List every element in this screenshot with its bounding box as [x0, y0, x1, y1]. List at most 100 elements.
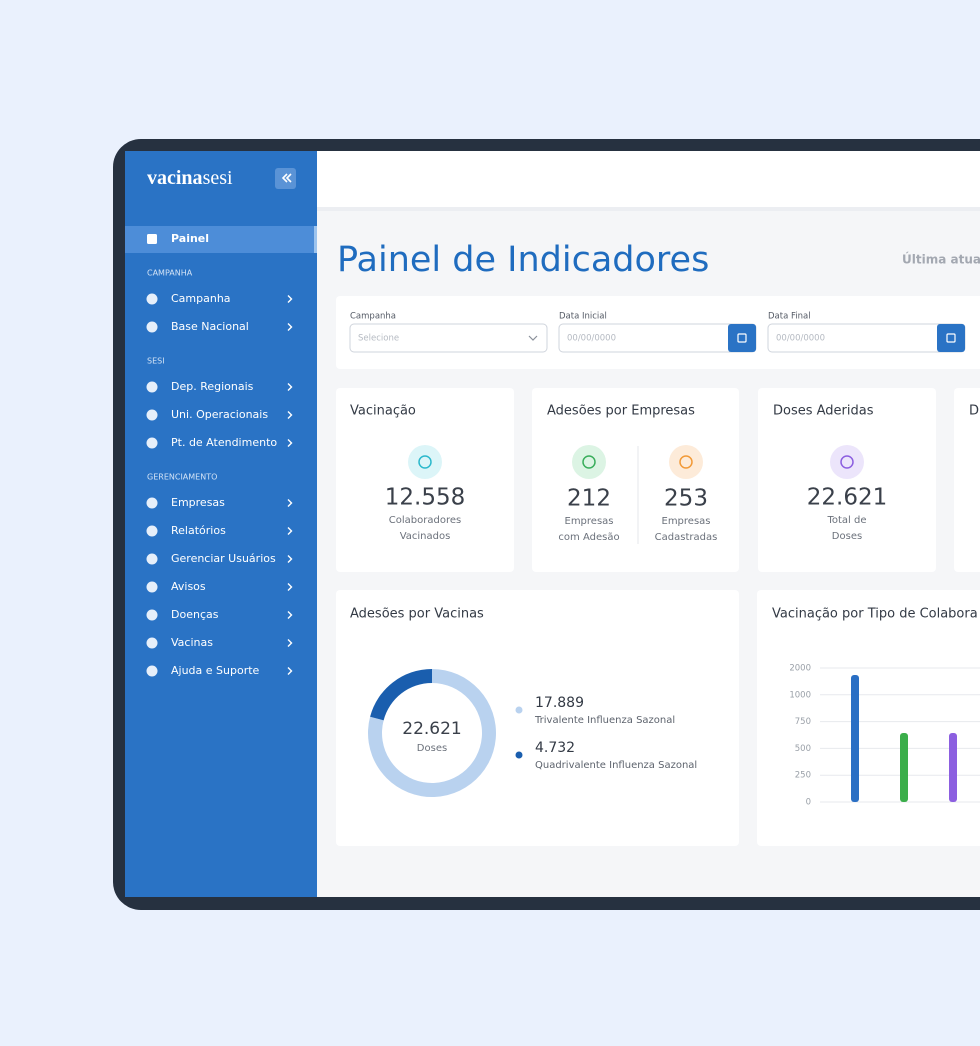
card-caption: Empresas: [662, 516, 711, 527]
nav-icon: [146, 381, 158, 393]
nav-item: Doenças: [171, 608, 219, 621]
top-bar-shadow: [317, 207, 980, 211]
card-caption: Doses: [832, 531, 862, 542]
nav-item: Base Nacional: [171, 320, 249, 333]
sidebar: [125, 151, 317, 897]
card: [954, 388, 980, 572]
card-icon-glyph: [679, 455, 693, 469]
logo-light: sesi: [203, 167, 233, 189]
legend-label: Trivalente Influenza Sazonal: [534, 715, 675, 726]
donut-center-caption: Doses: [417, 743, 447, 754]
filter-label: Campanha: [350, 312, 396, 322]
filter-placeholder: 00/00/0000: [567, 334, 616, 344]
filter-input[interactable]: [349, 323, 548, 353]
logo-bold: vacina: [147, 167, 203, 189]
card-caption: Empresas: [565, 516, 614, 527]
chart-title: Adesões por Vacinas: [350, 607, 484, 622]
card-icon-glyph: [418, 455, 432, 469]
chevron: [287, 639, 293, 647]
top-bar: [317, 151, 980, 207]
chevron: [287, 667, 293, 675]
legend-dot: [515, 751, 523, 759]
card-caption: com Adesão: [558, 532, 619, 543]
nav-icon: [146, 293, 158, 305]
chevron: [287, 439, 293, 447]
chevron: [287, 583, 293, 591]
nav-icon: [146, 665, 158, 677]
filter-placeholder: Selecione: [358, 334, 399, 344]
collapse-icon: [281, 173, 292, 183]
card-caption: Colaboradores: [389, 515, 461, 526]
card-caption: Total de: [826, 515, 866, 526]
calendar-icon: [737, 333, 747, 343]
card-icon-glyph: [582, 455, 596, 469]
card: [532, 388, 739, 572]
logo: vacinasesi: [147, 167, 233, 189]
chevron: [287, 499, 293, 507]
chevron: [287, 295, 293, 303]
card-caption: Cadastradas: [655, 532, 718, 543]
filter-label: Data Final: [768, 312, 811, 322]
y-tick-label: 1000: [789, 690, 811, 700]
active-indicator: [314, 226, 317, 253]
card-icon: [830, 445, 864, 479]
card-icon-glyph: [840, 455, 854, 469]
nav-icon: [146, 525, 158, 537]
nav-section-title: CAMPANHA: [147, 269, 193, 278]
chevron: [287, 323, 293, 331]
card-value: 253: [664, 486, 708, 512]
chart-title: Vacinação por Tipo de Colabora: [772, 607, 978, 622]
card-title: Doses Aderidas: [773, 404, 874, 419]
chevron: [287, 411, 293, 419]
dropdown-icon: [528, 335, 538, 341]
nav-section-title: GERENCIAMENTO: [147, 473, 217, 482]
card-value: 22.621: [807, 485, 887, 511]
nav-item: Vacinas: [171, 636, 213, 649]
filter-placeholder: 00/00/0000: [776, 334, 825, 344]
legend-value: 4.732: [535, 740, 575, 756]
y-tick-label: 2000: [789, 664, 811, 674]
chevron: [287, 527, 293, 535]
chevron: [287, 611, 293, 619]
filter-label: Data Inicial: [559, 312, 607, 322]
donut-segment: [370, 669, 432, 721]
nav-item: Avisos: [171, 580, 206, 593]
card: [758, 388, 936, 572]
card: [757, 590, 980, 846]
card-title: Adesões por Empresas: [547, 404, 695, 419]
nav-item: Gerenciar Usuários: [171, 552, 276, 565]
date-button[interactable]: [937, 324, 965, 352]
nav-item: Relatórios: [171, 524, 226, 537]
nav-item: Uni. Operacionais: [171, 408, 268, 421]
nav-icon: [146, 321, 158, 333]
nav-icon: [146, 581, 158, 593]
card-title: Vacinação: [350, 404, 416, 419]
nav-item: Empresas: [171, 496, 225, 509]
nav-icon: [146, 637, 158, 649]
legend-label: Quadrivalente Influenza Sazonal: [535, 760, 697, 771]
bar: [851, 674, 859, 802]
legend-dot: [515, 706, 523, 714]
nav-icon: [147, 234, 157, 244]
card-icon: [572, 445, 606, 479]
card-icon: [408, 445, 442, 479]
nav-icon: [146, 409, 158, 421]
nav-item: Campanha: [171, 292, 231, 305]
nav-item: Dep. Regionais: [171, 380, 254, 393]
card-value: 212: [567, 486, 611, 512]
calendar-icon: [946, 333, 956, 343]
date-button[interactable]: [728, 324, 756, 352]
card-caption: Vacinados: [400, 531, 451, 542]
last-update: Última atuali: [902, 252, 980, 267]
page-title: Painel de Indicadores: [337, 240, 709, 280]
y-tick-label: 500: [795, 744, 811, 754]
card: [336, 590, 739, 846]
bar: [949, 732, 957, 802]
card-title: D: [969, 404, 979, 419]
collapse-button[interactable]: [275, 168, 296, 189]
y-tick-label: 750: [795, 717, 811, 727]
card-icon: [669, 445, 703, 479]
nav-icon: [146, 553, 158, 565]
